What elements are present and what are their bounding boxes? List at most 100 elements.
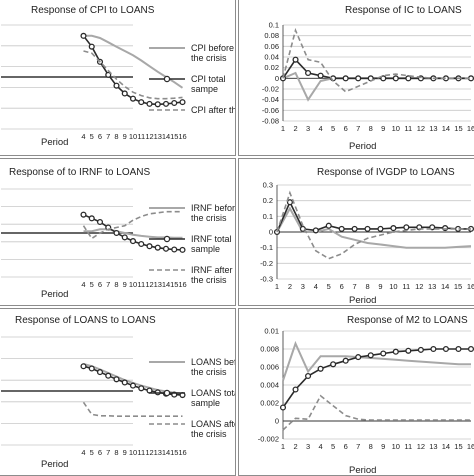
x-tick-label: 14 bbox=[441, 282, 449, 291]
y-tick-label: 0.1 bbox=[263, 212, 273, 221]
x-tick-label: 1 bbox=[281, 124, 285, 133]
data-point bbox=[179, 99, 186, 106]
x-tick-label: 12 bbox=[145, 448, 153, 457]
x-tick-label: 15 bbox=[454, 124, 462, 133]
x-tick-label: 13 bbox=[154, 448, 162, 457]
x-tick-label: 12 bbox=[417, 124, 425, 133]
data-point bbox=[317, 72, 324, 79]
data-point bbox=[88, 365, 95, 372]
x-tick-label: 16 bbox=[467, 124, 474, 133]
x-tick-label: 8 bbox=[114, 132, 118, 141]
x-tick-label: 12 bbox=[417, 442, 425, 451]
x-tick-label: 9 bbox=[381, 442, 385, 451]
x-tick-label: 1 bbox=[281, 442, 285, 451]
chart-svg: 4 5 6 7 8 9 10 11 12 13 14 15 16 bbox=[1, 188, 187, 289]
data-point bbox=[80, 363, 87, 370]
data-point bbox=[80, 32, 87, 39]
data-point bbox=[113, 376, 120, 383]
chart-title: Response of IC to LOANS bbox=[345, 5, 462, 16]
y-tick-label: 0 bbox=[275, 74, 279, 83]
data-point bbox=[121, 234, 128, 241]
data-point bbox=[121, 379, 128, 386]
data-point bbox=[154, 101, 161, 108]
y-tick-label: 0 bbox=[269, 228, 273, 237]
x-tick-label: 12 bbox=[415, 282, 423, 291]
data-point bbox=[305, 69, 312, 77]
x-axis-label: Period bbox=[349, 295, 377, 306]
x-tick-label: 9 bbox=[378, 282, 382, 291]
x-tick-label: 13 bbox=[154, 280, 162, 289]
x-tick-label: 11 bbox=[137, 448, 145, 457]
data-point bbox=[129, 382, 137, 389]
series-line bbox=[82, 401, 183, 417]
x-tick-label: 3 bbox=[306, 124, 310, 133]
data-point bbox=[317, 365, 324, 372]
x-tick-label: 15 bbox=[170, 132, 178, 141]
chart-panel-irnf: Response of to IRNF to LOANS Period 4 5 6 7 8 9… bbox=[0, 158, 236, 306]
chart-panel-cpi: Response of CPI to LOANS Period 4 5 6 7 8 9 10 11… bbox=[0, 0, 236, 156]
x-tick-label: 10 bbox=[129, 132, 137, 141]
series-line bbox=[276, 200, 471, 233]
x-tick-label: 7 bbox=[356, 124, 360, 133]
data-point bbox=[179, 246, 186, 253]
y-tick-label: 0 bbox=[275, 417, 279, 426]
x-tick-label: 14 bbox=[442, 442, 450, 451]
data-point bbox=[467, 345, 474, 353]
chart-svg: 4 5 6 7 8 9 10 11 12 13 14 15 16 bbox=[1, 336, 187, 457]
x-tick-label: 11 bbox=[404, 124, 412, 133]
y-tick-label: 0.01 bbox=[264, 327, 279, 336]
x-tick-label: 8 bbox=[114, 280, 118, 289]
y-tick-label: -0.3 bbox=[260, 275, 273, 284]
y-tick-label: -0.04 bbox=[262, 95, 279, 104]
x-tick-label: 9 bbox=[123, 448, 127, 457]
data-point bbox=[430, 345, 437, 353]
data-point bbox=[129, 238, 137, 245]
y-tick-label: -0.2 bbox=[260, 259, 273, 268]
y-tick-label: 0.1 bbox=[269, 21, 279, 30]
data-point bbox=[88, 43, 95, 50]
data-point bbox=[380, 350, 387, 357]
x-tick-label: 16 bbox=[178, 448, 186, 457]
x-tick-label: 14 bbox=[162, 280, 170, 289]
x-tick-label: 5 bbox=[90, 132, 94, 141]
x-tick-label: 14 bbox=[162, 448, 170, 457]
x-tick-label: 11 bbox=[404, 442, 412, 451]
y-tick-label: 0.002 bbox=[260, 399, 279, 408]
x-tick-label: 7 bbox=[106, 448, 110, 457]
data-point bbox=[403, 224, 410, 231]
x-tick-label: 2 bbox=[293, 124, 297, 133]
x-tick-label: 5 bbox=[331, 124, 335, 133]
x-tick-label: 8 bbox=[365, 282, 369, 291]
x-tick-label: 14 bbox=[162, 132, 170, 141]
data-point bbox=[392, 348, 399, 355]
x-tick-label: 10 bbox=[129, 280, 137, 289]
data-point bbox=[342, 357, 349, 364]
y-tick-label: 0.2 bbox=[263, 196, 273, 205]
chart-title: Response of LOANS to LOANS bbox=[15, 315, 156, 326]
x-tick-label: 4 bbox=[81, 132, 85, 141]
chart-panel-loans: Response of LOANS to LOANS Period 4 5 6 7 8 9 10… bbox=[0, 308, 236, 476]
data-point bbox=[380, 75, 387, 82]
data-point bbox=[138, 240, 145, 248]
x-tick-label: 13 bbox=[428, 282, 436, 291]
data-point bbox=[455, 345, 462, 353]
x-tick-label: 8 bbox=[369, 442, 373, 451]
x-axis-label: Period bbox=[41, 289, 69, 300]
data-point bbox=[88, 215, 95, 222]
y-tick-label: 0.3 bbox=[263, 181, 273, 190]
y-tick-label: 0.006 bbox=[260, 363, 279, 372]
series-line bbox=[83, 50, 183, 100]
data-point bbox=[146, 243, 153, 250]
x-tick-label: 7 bbox=[106, 132, 110, 141]
x-tick-label: 16 bbox=[178, 280, 186, 289]
data-point bbox=[305, 372, 312, 380]
x-tick-label: 5 bbox=[331, 442, 335, 451]
x-tick-label: 4 bbox=[319, 124, 323, 133]
chart-title: Response of IVGDP to LOANS bbox=[317, 167, 455, 178]
x-tick-label: 9 bbox=[123, 280, 127, 289]
data-point bbox=[80, 211, 87, 218]
x-tick-label: 7 bbox=[106, 280, 110, 289]
chart-title: Response of to IRNF to LOANS bbox=[9, 167, 151, 178]
series-line bbox=[282, 394, 471, 431]
chart-svg: 0.30.20.10-0.1-0.2-0.31 2 3 4 5 6 7 8 9 10 11 12 13 1… bbox=[260, 181, 474, 291]
